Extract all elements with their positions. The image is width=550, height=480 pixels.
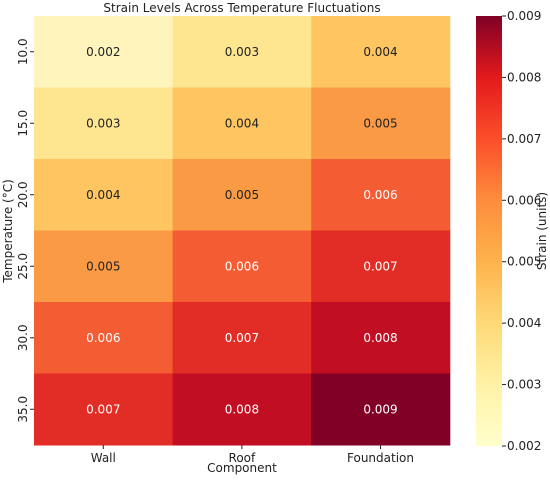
colorbar-tick-label: 0.002 [507, 439, 541, 453]
heatmap-cell [34, 230, 174, 303]
x-axis-ticks: Wall Roof Foundation [91, 445, 414, 465]
x-axis-label: Component [207, 461, 277, 475]
colorbar-tick-label: 0.008 [507, 70, 541, 84]
heatmap-cell-label: 0.002 [86, 45, 120, 59]
heatmap-cell [311, 373, 451, 446]
colorbar-tick-label: 0.006 [507, 193, 541, 207]
heatmap-cell-label: 0.003 [225, 45, 259, 59]
colorbar-tick-label: 0.004 [507, 316, 541, 330]
heatmap-cell-label: 0.007 [225, 331, 259, 345]
y-axis-ticks: 10.0 15.0 20.0 25.0 30.0 35.0 [16, 38, 34, 423]
heatmap-cell-label: 0.006 [363, 188, 397, 202]
heatmap-cell [34, 302, 174, 374]
heatmap-cell [34, 16, 174, 88]
heatmap-cell-label: 0.003 [86, 116, 120, 130]
y-axis-label: Temperature (°C) [1, 179, 15, 284]
heatmap-cell-labels: 0.002 0.003 0.004 0.003 0.004 0.005 0.004 0.005… [86, 45, 398, 417]
heatmap-cell [34, 373, 174, 446]
y-tick-label: 35.0 [16, 396, 30, 423]
colorbar-tick-label: 0.005 [507, 255, 541, 269]
heatmap-cell-label: 0.009 [363, 402, 397, 416]
x-tick-label: Wall [91, 451, 116, 465]
y-tick-label: 25.0 [16, 253, 30, 280]
heatmap-cell-label: 0.007 [363, 259, 397, 273]
heatmap-cell-label: 0.006 [86, 331, 120, 345]
heatmap-cell-label: 0.008 [225, 402, 259, 416]
heatmap-cell-label: 0.005 [225, 188, 259, 202]
heatmap-cell [311, 16, 451, 88]
heatmap-cell-label: 0.004 [225, 116, 259, 130]
heatmap-cell [311, 230, 451, 303]
heatmap-cell-label: 0.006 [225, 259, 259, 273]
colorbar-tick-label: 0.009 [507, 9, 541, 23]
heatmap-cell [34, 159, 174, 231]
heatmap-cell-label: 0.004 [363, 45, 397, 59]
heatmap-cell-label: 0.008 [363, 331, 397, 345]
heatmap-cell [311, 302, 451, 374]
y-tick-label: 10.0 [16, 38, 30, 65]
y-tick-label: 30.0 [16, 324, 30, 351]
y-tick-label: 20.0 [16, 181, 30, 208]
colorbar-tick-label: 0.003 [507, 378, 541, 392]
heatmap-cell-label: 0.007 [86, 402, 120, 416]
heatmap-cell [172, 16, 312, 88]
heatmap-cell [172, 373, 312, 446]
heatmap-cell [34, 87, 174, 160]
colorbar [476, 16, 502, 446]
heatmap-cell [172, 302, 312, 374]
chart-title: Strain Levels Across Temperature Fluctua… [103, 1, 380, 15]
x-tick-label: Foundation [347, 451, 414, 465]
heatmap-cells [34, 16, 451, 446]
heatmap-cell-label: 0.004 [86, 188, 120, 202]
x-tick-label: Roof [229, 451, 256, 465]
heatmap-cell [172, 87, 312, 160]
heatmap-cell [172, 159, 312, 231]
heatmap-cell [311, 159, 451, 231]
y-tick-label: 15.0 [16, 110, 30, 137]
colorbar-label: Strain (units) [535, 192, 549, 270]
heatmap-cell [311, 87, 451, 160]
heatmap-cell-label: 0.005 [86, 259, 120, 273]
heatmap-cell-label: 0.005 [363, 116, 397, 130]
heatmap-cell [172, 230, 312, 303]
colorbar-tick-label: 0.007 [507, 132, 541, 146]
colorbar-ticks: 0.002 0.003 0.004 0.005 0.006 0.007 0.008 0.009 [502, 9, 541, 453]
